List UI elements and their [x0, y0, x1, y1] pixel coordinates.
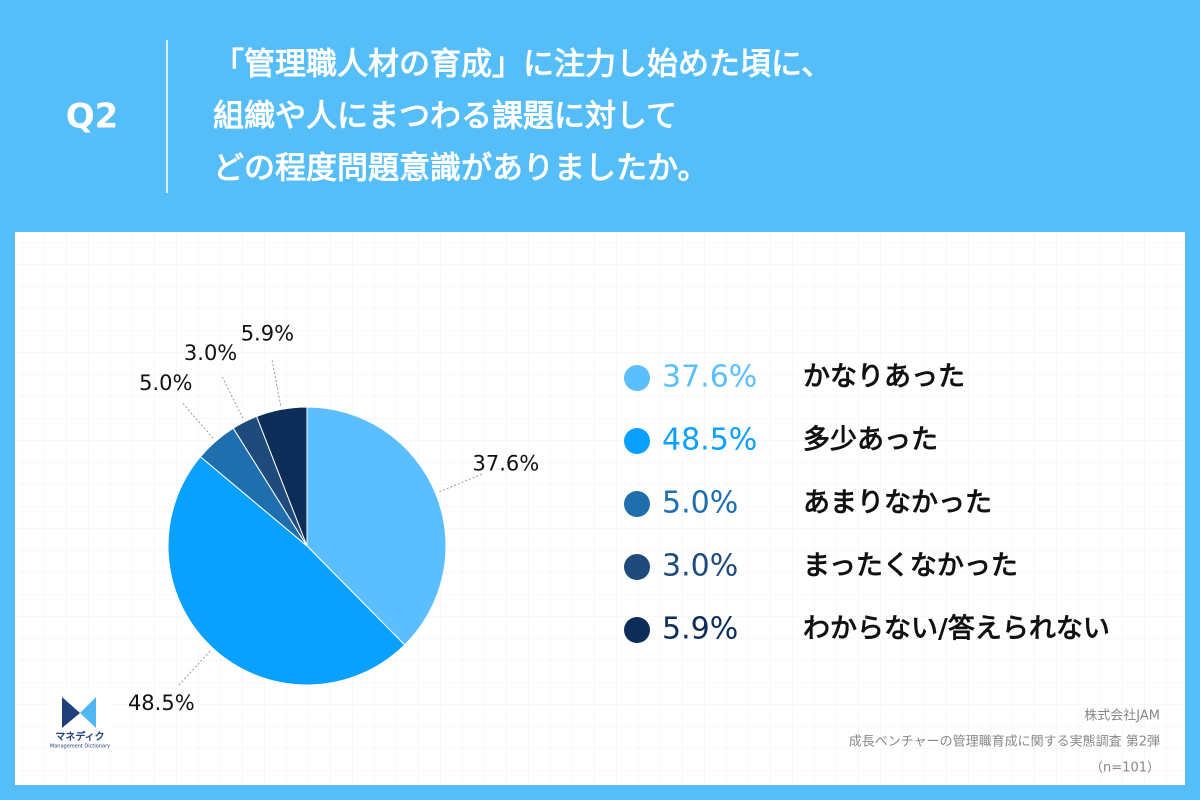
pie-label: 37.6% [473, 451, 540, 475]
legend-value: 37.6% [662, 360, 757, 395]
legend-marker [624, 428, 650, 454]
legend-marker [624, 365, 650, 391]
logo-bg [47, 688, 113, 750]
leader-line [177, 650, 211, 687]
pie-label: 5.9% [241, 322, 294, 346]
pie-slice [167, 456, 406, 686]
legend-value: 5.0% [662, 486, 738, 521]
title-line: どの程度問題意識がありましたか。 [213, 151, 708, 187]
legend-label: 多少あった [803, 425, 938, 456]
question-number: Q2 [66, 97, 119, 137]
leader-line [220, 375, 244, 419]
leader-line [439, 472, 484, 493]
leader-line [181, 401, 214, 439]
legend-marker [624, 491, 650, 517]
legend-value: 48.5% [662, 423, 757, 458]
source: 株式会社JAM [1084, 708, 1160, 724]
pie-slice [255, 406, 308, 547]
title-line: 組織や人にまつわる課題に対して [213, 99, 677, 135]
pie-label: 48.5% [128, 691, 195, 715]
pie-label: 3.0% [184, 341, 237, 365]
logo: マネディク Management Dictionary [47, 688, 113, 750]
pie-slice [306, 406, 447, 646]
pie-label: 5.0% [139, 371, 192, 395]
leader-line [271, 358, 282, 406]
legend-value: 3.0% [662, 549, 738, 584]
logo-shape [80, 697, 96, 728]
legend-marker [624, 554, 650, 580]
legend-label: わからない/答えられない [803, 613, 1110, 645]
legend-label: まったくなかった [803, 551, 1018, 582]
legend-marker [624, 617, 650, 643]
legend-label: かなりあった [803, 362, 965, 393]
source: （n=101） [1090, 761, 1160, 776]
legend-label: あまりなかった [803, 488, 992, 519]
source: 成長ベンチャーの管理職育成に関する実態調査 第2弾 [849, 734, 1160, 750]
logo-subtitle: Management Dictionary [50, 744, 110, 750]
legend-value: 5.9% [662, 612, 738, 647]
logo-shape [62, 697, 80, 728]
title-line: 「管理職人材の育成」に注力し始めた頃に、 [213, 47, 832, 83]
logo-name: マネディク [55, 730, 104, 743]
